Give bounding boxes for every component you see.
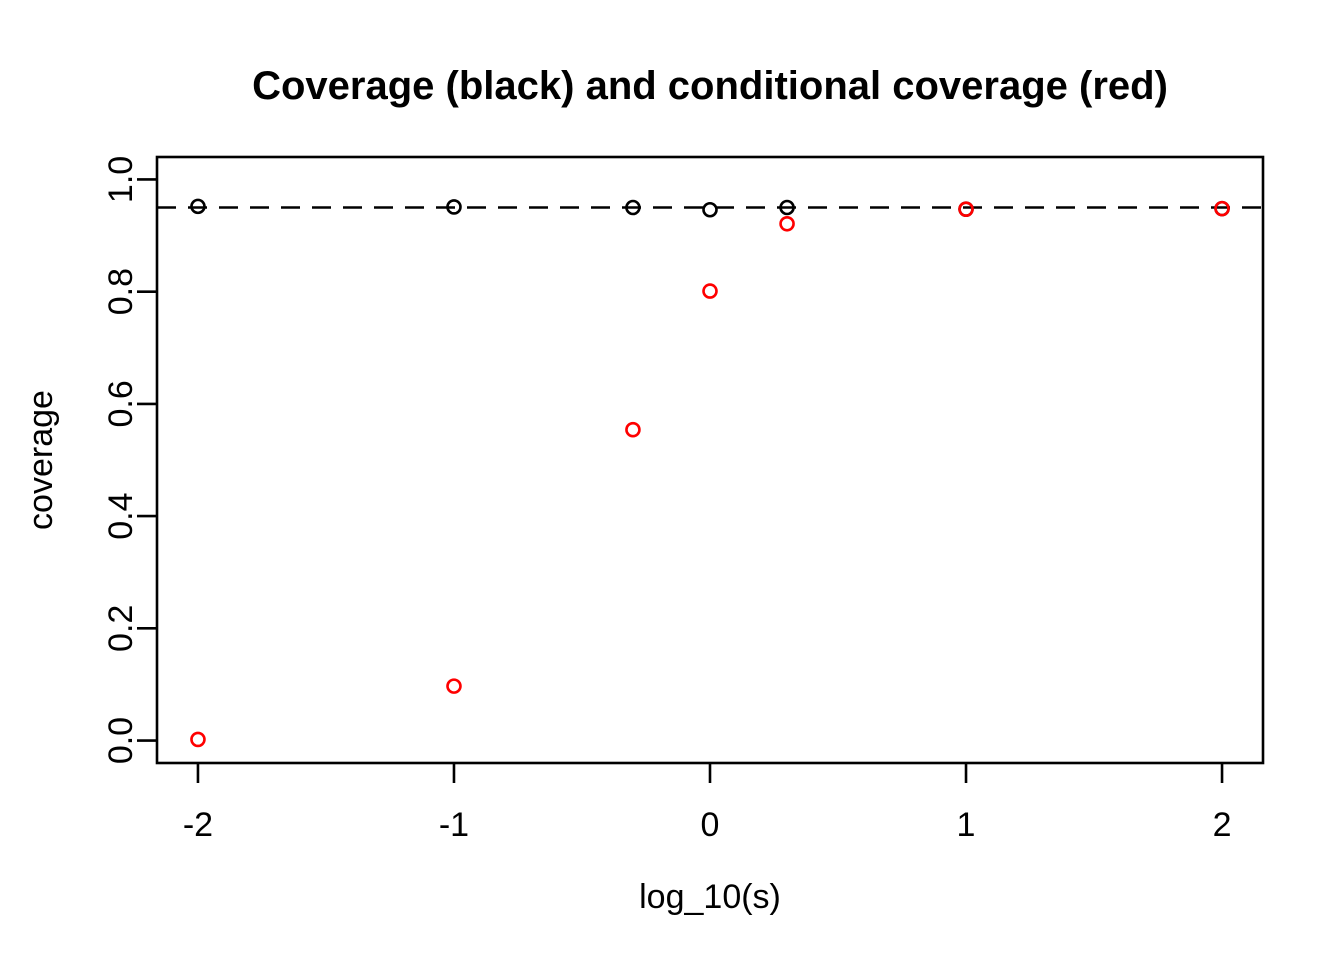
data-point-conditional-coverage [190,731,206,748]
chart-title: Coverage (black) and conditional coverag… [252,64,1168,108]
data-point-coverage [625,199,641,216]
y-tick-label: 0.0 [102,717,140,764]
data-point-coverage [702,201,718,218]
data-point-conditional-coverage [446,678,462,694]
y-tick-label: 0.6 [102,380,140,427]
data-point-conditional-coverage [702,283,718,299]
x-tick-label: -2 [183,806,213,844]
x-tick-label: 1 [957,806,976,844]
x-axis-label: log_10(s) [639,878,781,916]
y-tick-label: 1.0 [102,156,140,203]
x-tick-label: 0 [701,806,720,844]
y-tick-label: 0.8 [102,268,140,315]
x-tick-label: 2 [1213,806,1232,844]
x-tick-label: -1 [439,806,469,844]
data-point-conditional-coverage [625,421,641,438]
data-point-coverage [190,198,206,215]
data-point-conditional-coverage [1214,200,1230,217]
data-point-coverage [446,199,462,215]
y-tick-label: 0.2 [102,605,140,652]
plot-box [155,155,1265,765]
y-tick-label: 0.4 [102,492,140,539]
data-point-conditional-coverage [958,201,974,217]
data-point-conditional-coverage [779,215,795,232]
data-point-coverage [779,199,795,216]
plot-area: Coverage (black) and conditional coverag… [22,64,1168,916]
y-axis-label: coverage [22,390,60,530]
